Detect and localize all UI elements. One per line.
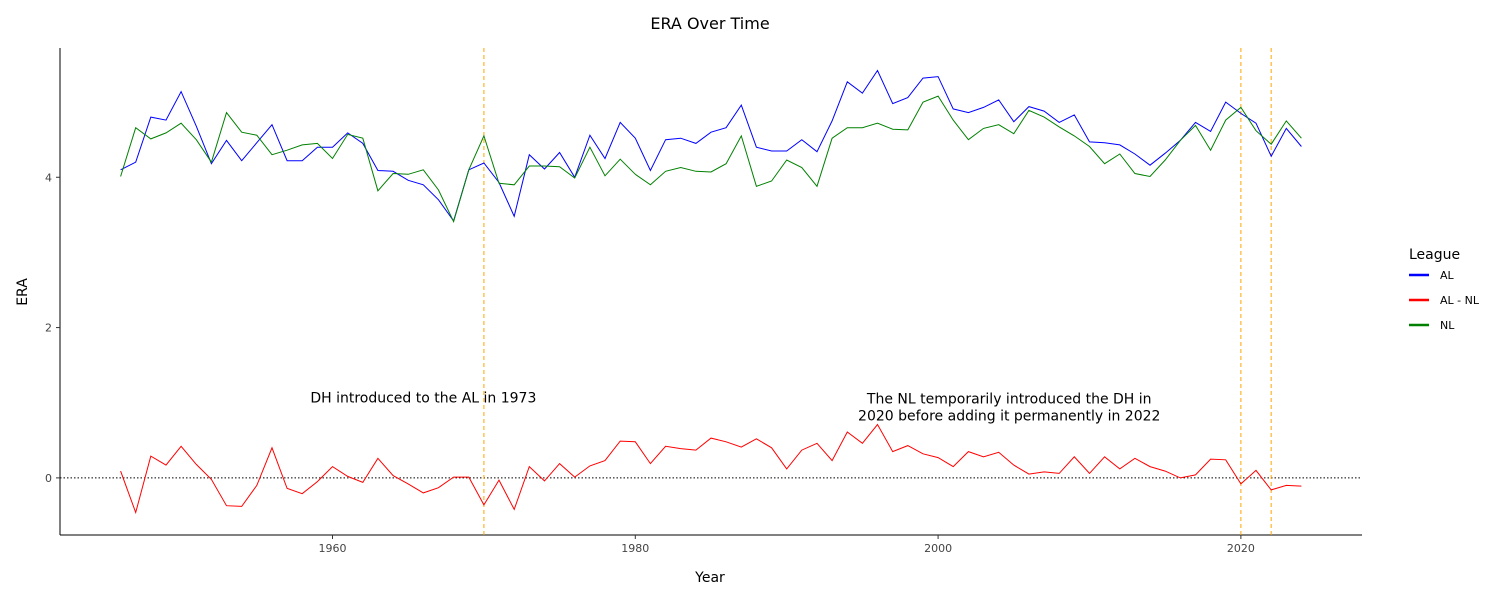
series-line-nl	[120, 95, 1302, 223]
legend: League AL AL - NL NL	[1409, 247, 1480, 332]
annotation-line: DH introduced to the AL in 1973	[310, 391, 536, 407]
annotation-2: The NL temporarily introduced the DH in 2…	[858, 391, 1160, 424]
annotation-line: 2020 before adding it permanently in 202…	[858, 408, 1160, 424]
annotation-line: The NL temporarily introduced the DH in	[866, 391, 1152, 407]
x-tick-label: 2020	[1227, 542, 1255, 555]
y-axis-title: ERA	[15, 278, 31, 306]
x-axis-title: Year	[694, 570, 725, 586]
y-tick-label: 0	[45, 472, 52, 485]
x-tick-label: 1980	[621, 542, 649, 555]
legend-label-nl: NL	[1440, 319, 1455, 332]
legend-title: League	[1409, 247, 1460, 263]
chart-title: ERA Over Time	[650, 14, 769, 33]
legend-label-al-nl: AL - NL	[1440, 294, 1480, 307]
series-line-al-nl	[120, 423, 1302, 515]
plot-area: 1960 1980 2000 2020 0 2 4 DH introduced to the …	[45, 48, 1362, 555]
legend-label-al: AL	[1440, 269, 1455, 282]
series-line-al	[120, 69, 1302, 223]
y-tick-label: 2	[45, 322, 52, 335]
x-tick-label: 2000	[924, 542, 952, 555]
annotation-1: DH introduced to the AL in 1973	[310, 391, 536, 407]
x-tick-label: 1960	[319, 542, 347, 555]
y-tick-label: 4	[45, 171, 52, 184]
